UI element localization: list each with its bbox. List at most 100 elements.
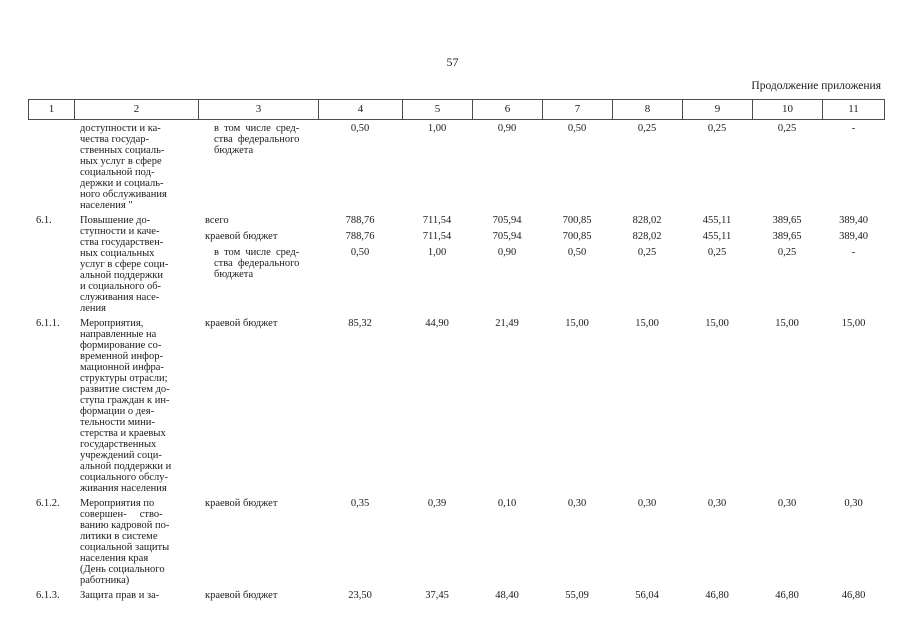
entry-value: 0,30 [707,498,727,509]
row-number: 6.1.2. [36,498,60,509]
row-name: Повышение до-ступности и каче-ства госуд… [74,215,198,314]
header-cell: 7 [542,99,612,120]
entry-value: 15,00 [705,318,729,329]
entry-label: краевой бюджет [198,231,318,242]
row-entries: в том числе сред-ства федерального бюджет… [198,123,885,211]
name-line: социальной под- [80,167,155,178]
funding-entry: в том числе сред-ства федерального бюджет… [198,123,885,156]
name-line: мационной инфра- [80,362,164,373]
continuation-note: Продолжение приложения [751,80,881,92]
header-cell: 3 [198,99,318,120]
name-line: альной поддержки [80,270,164,281]
header-cell: 11 [822,99,885,120]
entry-value: 828,02 [632,231,662,242]
entry-value: 0,25 [707,247,727,258]
entry-value: 21,49 [495,318,519,329]
row-entries: краевой бюджет 0,35 0,39 0,10 0,30 0,30 0,30 0,… [198,498,885,586]
row-name: Защита прав и за- [74,590,198,601]
name-line: альной поддержки и [80,461,172,472]
name-line: живания населения [80,483,167,494]
entry-value: 0,30 [567,498,587,509]
name-line: литики в системе [80,531,158,542]
row-entries: краевой бюджет 85,32 44,90 21,49 15,00 15,00 1… [198,318,885,494]
entry-label: в том числе сред-ства федерального бюджет… [198,123,318,156]
row-number: 6.1.1. [36,318,60,329]
entry-value: 705,94 [492,231,522,242]
entry-value: 700,85 [562,215,592,226]
name-line: ступа граждан к ин- [80,395,170,406]
table-row: 6.1. Повышение до-ступности и каче-ства г… [28,215,885,314]
entry-value: - [851,247,856,258]
entry-label-line: краевой бюджет [205,590,278,601]
entry-value: 0,35 [350,498,370,509]
name-line: ления [80,303,106,314]
name-line: социального обслу- [80,472,168,483]
entry-label-line: краевой бюджет [205,231,278,242]
entry-value: 788,76 [345,215,375,226]
entry-value: 711,54 [422,231,452,242]
entry-value: 44,90 [425,318,449,329]
name-line: ного обслуживания [80,189,167,200]
entry-label: краевой бюджет [198,590,318,601]
table-row: доступности и ка-чества государ-ственных… [28,123,885,211]
header-cell: 6 [472,99,542,120]
entry-value: 0,90 [497,247,517,258]
funding-entry: краевой бюджет 23,50 37,45 48,40 55,09 56,04 4… [198,590,885,601]
name-line: ступности и каче- [80,226,160,237]
entry-value: 0,25 [707,123,727,134]
header-cell: 10 [752,99,822,120]
entry-value: 46,80 [705,590,729,601]
table-row: 6.1.3. Защита прав и за-краевой бюджет 23,… [28,590,885,601]
entry-label-line: бюджета [214,269,254,280]
name-line: ных услуг в сфере [80,156,162,167]
entry-label: краевой бюджет [198,498,318,509]
entry-value: 711,54 [422,215,452,226]
name-line: услуг в сфере соци- [80,259,169,270]
name-line: государственных [80,439,157,450]
entry-value: 56,04 [635,590,659,601]
entry-value: 389,65 [772,215,802,226]
entry-value: 37,45 [425,590,449,601]
name-line: Мероприятия, [80,318,144,329]
table-row: 6.1.2. Мероприятия по совершен- ство-ванию… [28,498,885,586]
entry-value: 0,90 [497,123,517,134]
header-cell: 1 [28,99,74,120]
entry-label-line: краевой бюджет [205,498,278,509]
entry-label-line: в том числе сред- [214,123,300,134]
name-line: учреждений соци- [80,450,162,461]
name-line: Повышение до- [80,215,151,226]
entry-value: 705,94 [492,215,522,226]
name-line: ванию кадровой по- [80,520,170,531]
row-entries: всего 788,76 711,54 705,94 700,85 828,02 455,1… [198,215,885,314]
entry-value: - [851,123,856,134]
funding-entry: в том числе сред-ства федерального бюджет… [198,247,885,280]
entry-value: 389,40 [839,231,868,242]
entry-value: 46,80 [841,590,866,601]
row-name: Мероприятия, направленные на формирование … [74,318,198,494]
name-line: тельности мини- [80,417,155,428]
entry-value: 0,25 [777,123,797,134]
entry-value: 389,65 [772,231,802,242]
name-line: работника) [80,575,130,586]
entry-value: 0,10 [497,498,517,509]
header-cell: 2 [74,99,198,120]
name-line: и социального об- [80,281,162,292]
entry-label-line: всего [205,215,229,226]
entry-value: 15,00 [841,318,866,329]
name-line: (День социального [80,564,165,575]
entry-value: 15,00 [775,318,799,329]
entry-value: 23,50 [348,590,372,601]
header-cell: 5 [402,99,472,120]
name-line: служивания насе- [80,292,160,303]
entry-label-line: краевой бюджет [205,318,278,329]
name-line: Защита прав и за- [80,590,160,601]
entry-value: 15,00 [565,318,589,329]
entry-value: 1,00 [427,123,447,134]
name-line: структуры отрасли; [80,373,168,384]
row-number: 6.1.3. [36,590,60,601]
name-line: доступности и ка- [80,123,161,134]
name-line: населения " [80,200,133,211]
entry-value: 0,50 [567,247,587,258]
row-number: 6.1. [36,215,52,226]
entry-value: 455,11 [702,231,732,242]
